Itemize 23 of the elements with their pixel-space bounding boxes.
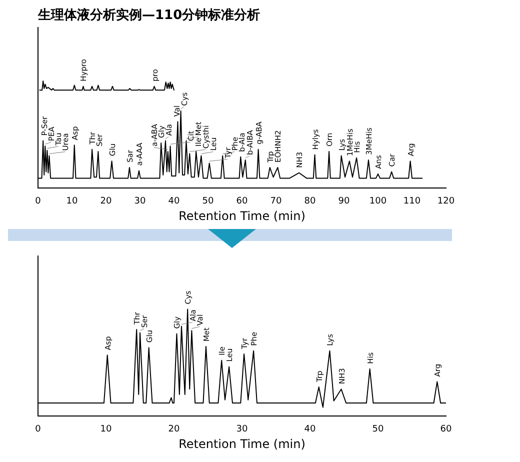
x-tick-label: 100 [369,196,387,207]
chart-title: 生理体液分析实例—110分钟标准分析 [37,7,260,24]
x-tick-label: 50 [202,196,214,207]
x-tick-label: 0 [35,196,42,207]
x-tick-label: 40 [304,424,316,435]
x-tick-label: 60 [236,196,248,207]
x-tick-label: 20 [168,424,180,435]
x-tick-label: 60 [440,424,452,435]
x-tick-label: 20 [100,196,112,207]
x-tick-label: 10 [66,196,78,207]
x-axis-title: Retention Time (min) [178,436,306,451]
x-axis-title: Retention Time (min) [178,208,306,223]
x-tick-label: 110 [403,196,421,207]
x-tick-label: 90 [338,196,350,207]
x-tick-label: 80 [304,196,316,207]
x-tick-label: 120 [437,196,455,207]
x-tick-label: 0 [35,424,42,435]
x-tick-label: 40 [168,196,180,207]
x-tick-label: 30 [236,424,248,435]
x-tick-label: 10 [100,424,112,435]
x-tick-label: 30 [134,196,146,207]
x-tick-label: 50 [372,424,384,435]
x-tick-label: 70 [270,196,282,207]
